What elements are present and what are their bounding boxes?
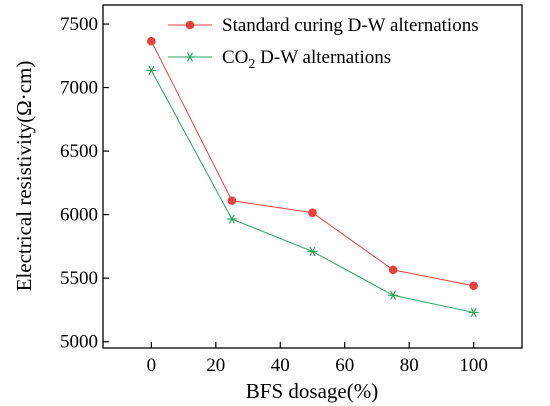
legend-star-shape	[185, 52, 195, 62]
y-tick-label: 6000	[60, 205, 98, 226]
x-tick-label: 20	[206, 355, 225, 376]
plot-frame	[102, 4, 523, 349]
x-tick-label: 60	[335, 355, 354, 376]
data-point	[469, 281, 478, 291]
x-tick-label: 40	[271, 355, 290, 376]
legend-label-co2: CO2 D-W alternations	[222, 47, 391, 72]
legend-marker-standard	[185, 20, 195, 30]
legend-marker-co2	[185, 52, 195, 62]
x-axis-title: BFS dosage(%)	[246, 379, 378, 403]
data-point	[146, 65, 157, 76]
y-axis-title: Electrical resistivity(Ω·cm)	[12, 61, 36, 292]
series-layer	[146, 36, 479, 318]
x-tick-label: 100	[459, 355, 488, 376]
data-point	[307, 246, 318, 257]
data-point	[468, 307, 479, 318]
y-tick-label: 5500	[60, 268, 98, 289]
legend: Standard curing D-W alternations CO2 D-W…	[168, 15, 479, 72]
y-tick-label: 6500	[60, 141, 98, 162]
x-tick-label: 0	[147, 355, 157, 376]
legend-label-standard: Standard curing D-W alternations	[222, 15, 479, 36]
x-tick-label: 80	[400, 355, 419, 376]
data-point	[308, 208, 317, 218]
y-tick-label: 7000	[60, 78, 98, 99]
data-point	[388, 290, 399, 300]
data-point	[147, 36, 156, 46]
data-point	[388, 265, 398, 275]
data-point	[227, 196, 237, 205]
data-point	[226, 214, 237, 224]
y-tick-label: 7500	[60, 14, 98, 35]
y-tick-label: 5000	[60, 332, 98, 353]
series-line-0	[150, 40, 474, 287]
axis-ticks: 0 20 40 60 80 100 5000 5500 6000 6500 7000 7500	[60, 14, 488, 376]
